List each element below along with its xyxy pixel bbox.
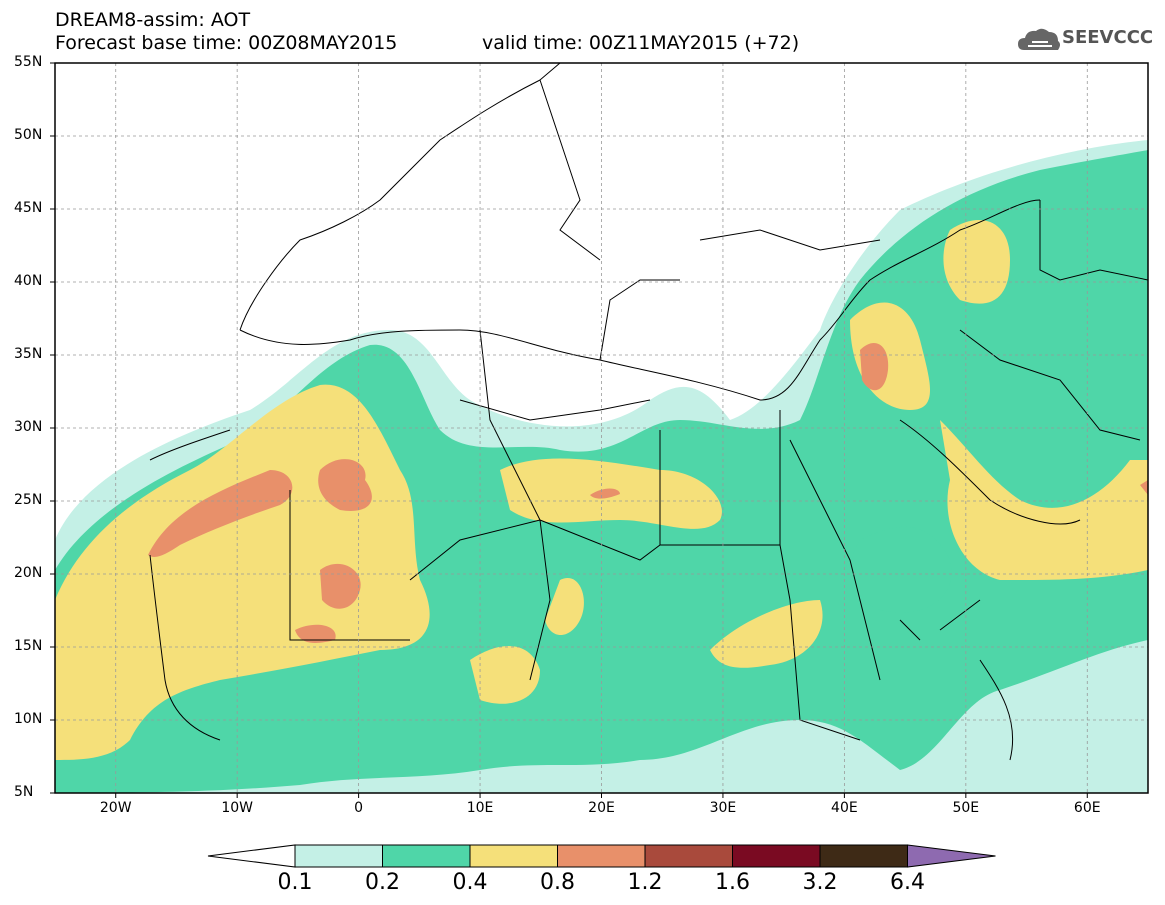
colorbar <box>207 844 996 868</box>
colorbar-label: 0.2 <box>365 870 400 895</box>
lat-label: 5N <box>14 784 34 800</box>
lat-label: 50N <box>14 127 43 143</box>
lat-label: 30N <box>14 419 43 435</box>
colorbar-label: 6.4 <box>890 870 925 895</box>
lat-label: 25N <box>14 492 43 508</box>
lon-label: 20E <box>588 800 615 816</box>
colorbar-label: 1.2 <box>627 870 663 895</box>
lon-label: 60E <box>1073 800 1101 816</box>
lon-label: 20W <box>99 800 132 816</box>
lat-label: 45N <box>14 200 43 216</box>
lat-label: 40N <box>14 273 43 289</box>
lon-label: 10E <box>466 800 494 816</box>
colorbar-label: 1.6 <box>715 870 750 895</box>
lat-label: 55N <box>14 54 43 70</box>
colorbar-label: 0.8 <box>540 870 575 895</box>
logo-text: SEEVCCC <box>1062 27 1154 48</box>
colorbar-label: 3.2 <box>802 870 838 895</box>
valid-time: valid time: 00Z11MAY2015 (+72) <box>482 32 800 54</box>
lat-label: 35N <box>14 346 43 362</box>
colorbar-segment <box>644 844 733 868</box>
colorbar-under-triangle <box>207 844 296 868</box>
colorbar-segment <box>557 844 646 868</box>
colorbar-segment <box>294 844 383 868</box>
lat-label: 10N <box>14 711 43 727</box>
chart-title: DREAM8-assim: AOT <box>55 9 251 31</box>
country-borders <box>149 63 1148 761</box>
lat-label: 15N <box>14 638 43 654</box>
colorbar-segment <box>469 844 558 868</box>
colorbar-label: 0.4 <box>452 870 488 895</box>
lon-label: 10W <box>221 800 253 816</box>
lon-label: 40E <box>831 800 858 816</box>
colorbar-segment <box>819 844 908 868</box>
colorbar-label: 0.1 <box>277 870 313 895</box>
lon-label: 30E <box>709 800 737 816</box>
cloud-logo-icon <box>1018 28 1060 50</box>
lon-label: 50E <box>952 800 980 816</box>
colorbar-segment <box>732 844 821 868</box>
colorbar-segment <box>382 844 471 868</box>
lon-label: 0 <box>354 800 364 816</box>
colorbar-over-triangle <box>907 844 996 868</box>
base-time: Forecast base time: 00Z08MAY2015 <box>55 32 398 54</box>
lat-label: 20N <box>14 565 43 581</box>
